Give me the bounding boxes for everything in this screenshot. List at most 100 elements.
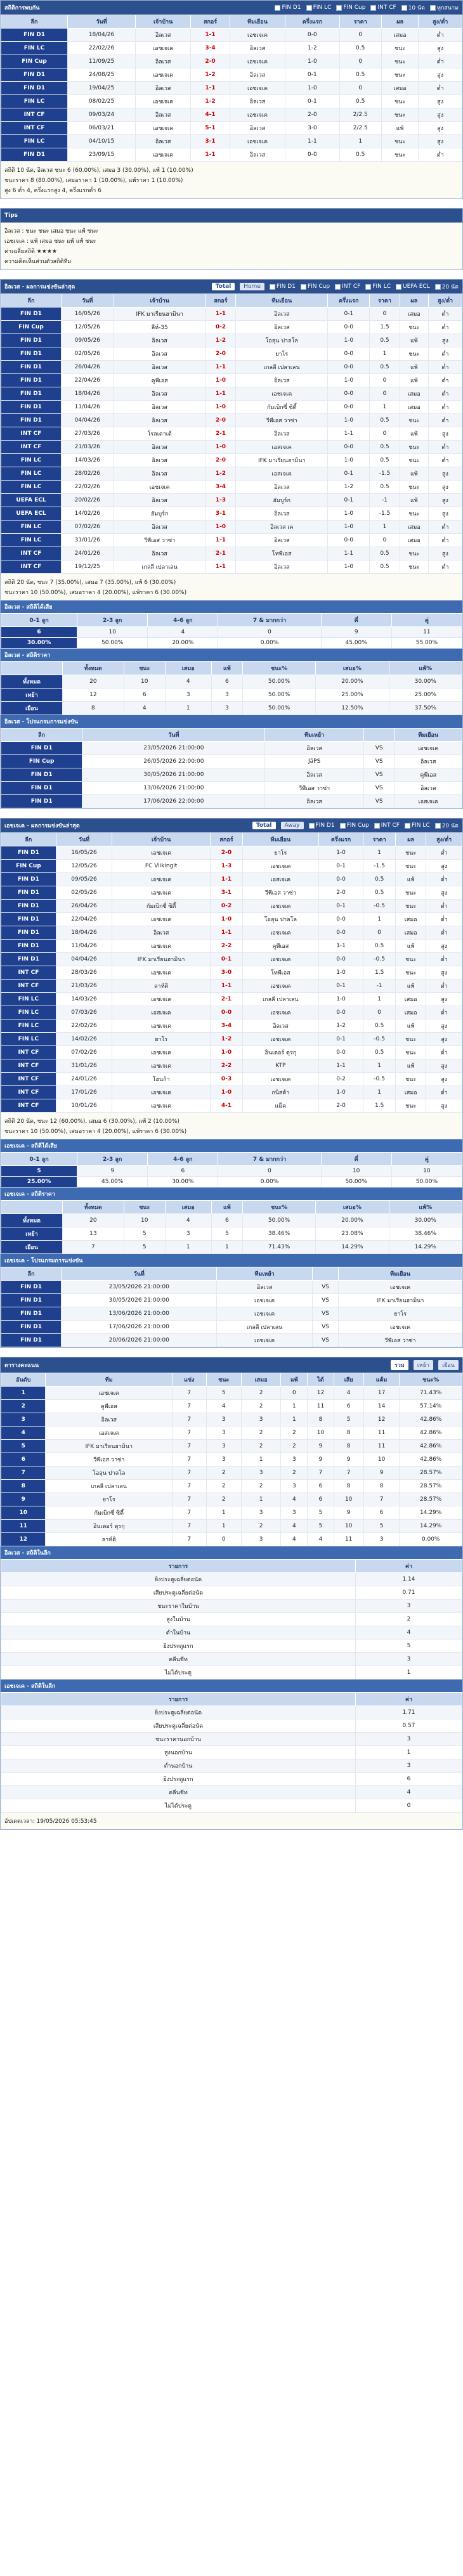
table-cell: ชนะราคานอกบ้าน	[1, 1732, 356, 1746]
filter-checkbox[interactable]: FIN LC	[306, 4, 332, 11]
filter-checkbox[interactable]: FIN LC	[365, 283, 391, 290]
table-cell: 0.57	[355, 1719, 463, 1733]
filter-checkbox[interactable]: ทุกสนาม	[430, 3, 459, 12]
table-cell: สูง	[426, 859, 462, 873]
tab[interactable]: Away	[280, 822, 304, 829]
note: สถิติ 20 นัด, ชนะ 7 (35.00%), เสมอ 7 (35…	[4, 579, 176, 586]
column-header: ทีมเยือน	[242, 832, 319, 846]
table-cell: สูง	[418, 41, 462, 55]
tab[interactable]: Home	[240, 283, 264, 290]
filter-checkbox[interactable]: 10 นัด	[401, 3, 425, 12]
filter-checkbox[interactable]: FIN Cup	[336, 4, 365, 11]
tab[interactable]: Total	[211, 283, 235, 290]
table-cell: 11	[0, 1519, 46, 1533]
section-title: เอชเจเค - ผลการแข่งขันล่าสุด	[4, 823, 80, 829]
table-cell: 1-0	[327, 507, 370, 521]
table-cell: 9	[333, 1453, 364, 1466]
table-row: INT CF 21/03/26 อิลเวส 1-0 เอสเจเค 0-0 0.5 ชนะต…	[1, 440, 462, 454]
table-cell: 2-0	[318, 886, 364, 900]
table-cell: เสมอ	[381, 81, 419, 95]
filter-checkbox[interactable]: FIN LC	[405, 822, 430, 829]
table-cell: KTP	[242, 1059, 319, 1073]
table-cell: 12/05/26	[55, 859, 113, 873]
column-header: เจ้าบ้าน	[134, 15, 192, 29]
table-cell: 0-0	[327, 400, 370, 414]
table-cell: 0-2	[210, 899, 243, 913]
table-cell: 1	[164, 701, 212, 715]
table-cell: ยิงประตูแรก	[1, 1639, 356, 1653]
table-cell: แพ้	[399, 493, 429, 507]
data-table: ลีก วันที่ เจ้าบ้าน สกอร์ ทีมเยือน ครึ่งแรก รา…	[0, 15, 462, 162]
table-cell: 1-1	[210, 979, 243, 993]
table-cell: 0.5	[363, 1019, 396, 1033]
filter-checkbox[interactable]: FIN D1	[270, 283, 296, 290]
table-row: FIN D1 24/08/25 เอชเจเค 1-2 อิลเวส 0-1 0.5 ชนะส…	[0, 68, 462, 82]
note: สถิติ 10 นัด, อิลเวส ชนะ 6 (60.00%), เสม…	[4, 167, 193, 174]
table-cell: 24/08/25	[67, 68, 136, 82]
table-cell: -1.5	[363, 859, 396, 873]
filter-checkbox[interactable]: FIN D1	[309, 822, 335, 829]
header-row: รายการ ค่า	[1, 1559, 463, 1573]
table-cell: 24/01/26	[60, 547, 114, 560]
table-cell: สูง	[428, 427, 462, 441]
table-cell: อิลเวส	[113, 400, 206, 414]
table-cell: 0.71	[355, 1586, 463, 1600]
tab[interactable]: รวม	[390, 1360, 408, 1370]
table-cell: 0-0	[327, 533, 370, 547]
table-cell: 12	[363, 1413, 400, 1427]
table-cell: สูง	[418, 108, 462, 122]
filter-checkbox[interactable]: UEFA ECL	[396, 283, 430, 290]
table-cell: เสมอ	[395, 1006, 427, 1019]
filter-checkbox[interactable]: 20 นัด	[435, 821, 459, 830]
table-cell: 18/04/26	[60, 387, 114, 401]
table-cell: -0.5	[363, 1032, 396, 1046]
filter-checkbox[interactable]: FIN D1	[275, 4, 301, 11]
table-row: FIN D1 02/05/26 เอชเจเค 3-1 วีพีเอส วาซ่า 2-0…	[1, 886, 462, 900]
table-cell: 1	[369, 520, 400, 534]
table-cell: 12	[0, 1532, 46, 1546]
table-cell: 1	[280, 1413, 308, 1427]
table-cell: เอสเจเค	[242, 872, 319, 886]
table-cell: คูพีเอส	[45, 1399, 173, 1413]
table-cell: 3	[240, 1466, 282, 1480]
filter-checkbox[interactable]: INT CF	[374, 822, 400, 829]
table-cell: 2	[205, 1466, 242, 1480]
table-cell: 1-1	[190, 81, 230, 95]
table-cell: 5	[0, 1439, 46, 1453]
note: ชนะราคา 10 (50.00%), เสมอราคา 4 (20.00%)…	[4, 590, 187, 596]
table-cell: 1	[240, 1492, 282, 1506]
table-cell: อิลเวส	[235, 480, 329, 494]
filter-checkbox[interactable]: INT CF	[335, 283, 360, 290]
block-title: อิลเวส - สถิติได้เสีย	[1, 600, 462, 613]
tab[interactable]: Total	[252, 822, 276, 829]
table-cell: 1-1	[205, 560, 237, 574]
table-cell: 0-1	[327, 307, 370, 321]
filter-checkbox[interactable]: FIN Cup	[340, 822, 369, 829]
table-cell: เสมอ	[395, 1085, 427, 1099]
table-cell: 3	[240, 1413, 282, 1427]
table-cell: 3	[280, 1506, 308, 1520]
table-row: INT CF 24/01/26 โฮนก้า 0-3 เอชเจเค 0-2 -0.5 ชนะ…	[1, 1072, 462, 1086]
tab[interactable]: เยือน	[438, 1360, 459, 1370]
table-cell: 2	[205, 1479, 242, 1493]
filter-checkbox[interactable]: INT CF	[370, 4, 396, 11]
filter-checkbox[interactable]: FIN Cup	[301, 283, 330, 290]
table-cell: เอชเจเค	[112, 846, 211, 860]
table-cell: 7	[363, 1492, 400, 1506]
table-cell: ต่ำ	[426, 872, 462, 886]
column-header: 0-1 ลูก	[0, 1152, 78, 1166]
table-row: FIN Cup 11/09/25 อิลเวส 2-0 เอชเจเค 1-0 0 ชนะ ต่…	[0, 55, 462, 68]
table-cell: ต่ำ	[428, 453, 462, 467]
tab[interactable]: เหย้า	[413, 1360, 434, 1370]
table-row: สูงนอกบ้าน 1	[1, 1745, 463, 1759]
table-cell: ชนะ	[381, 41, 419, 55]
table-cell: 71.43%	[399, 1386, 462, 1400]
filter-checkbox[interactable]: 20 นัด	[435, 282, 459, 291]
table-cell: FIN D1	[1, 347, 62, 361]
table-cell: อิลเวส	[113, 333, 206, 347]
table-cell: อิลเวส	[235, 533, 329, 547]
table-row: INT CF 10/01/26 เอชเจเค 4-1 แม็ค 2-0 1.5 ชนะ สูง	[1, 1099, 462, 1113]
column-header: คู่	[391, 1152, 463, 1166]
table-cell: 0	[339, 28, 382, 42]
table-cell: เอชเจเค	[242, 952, 319, 966]
